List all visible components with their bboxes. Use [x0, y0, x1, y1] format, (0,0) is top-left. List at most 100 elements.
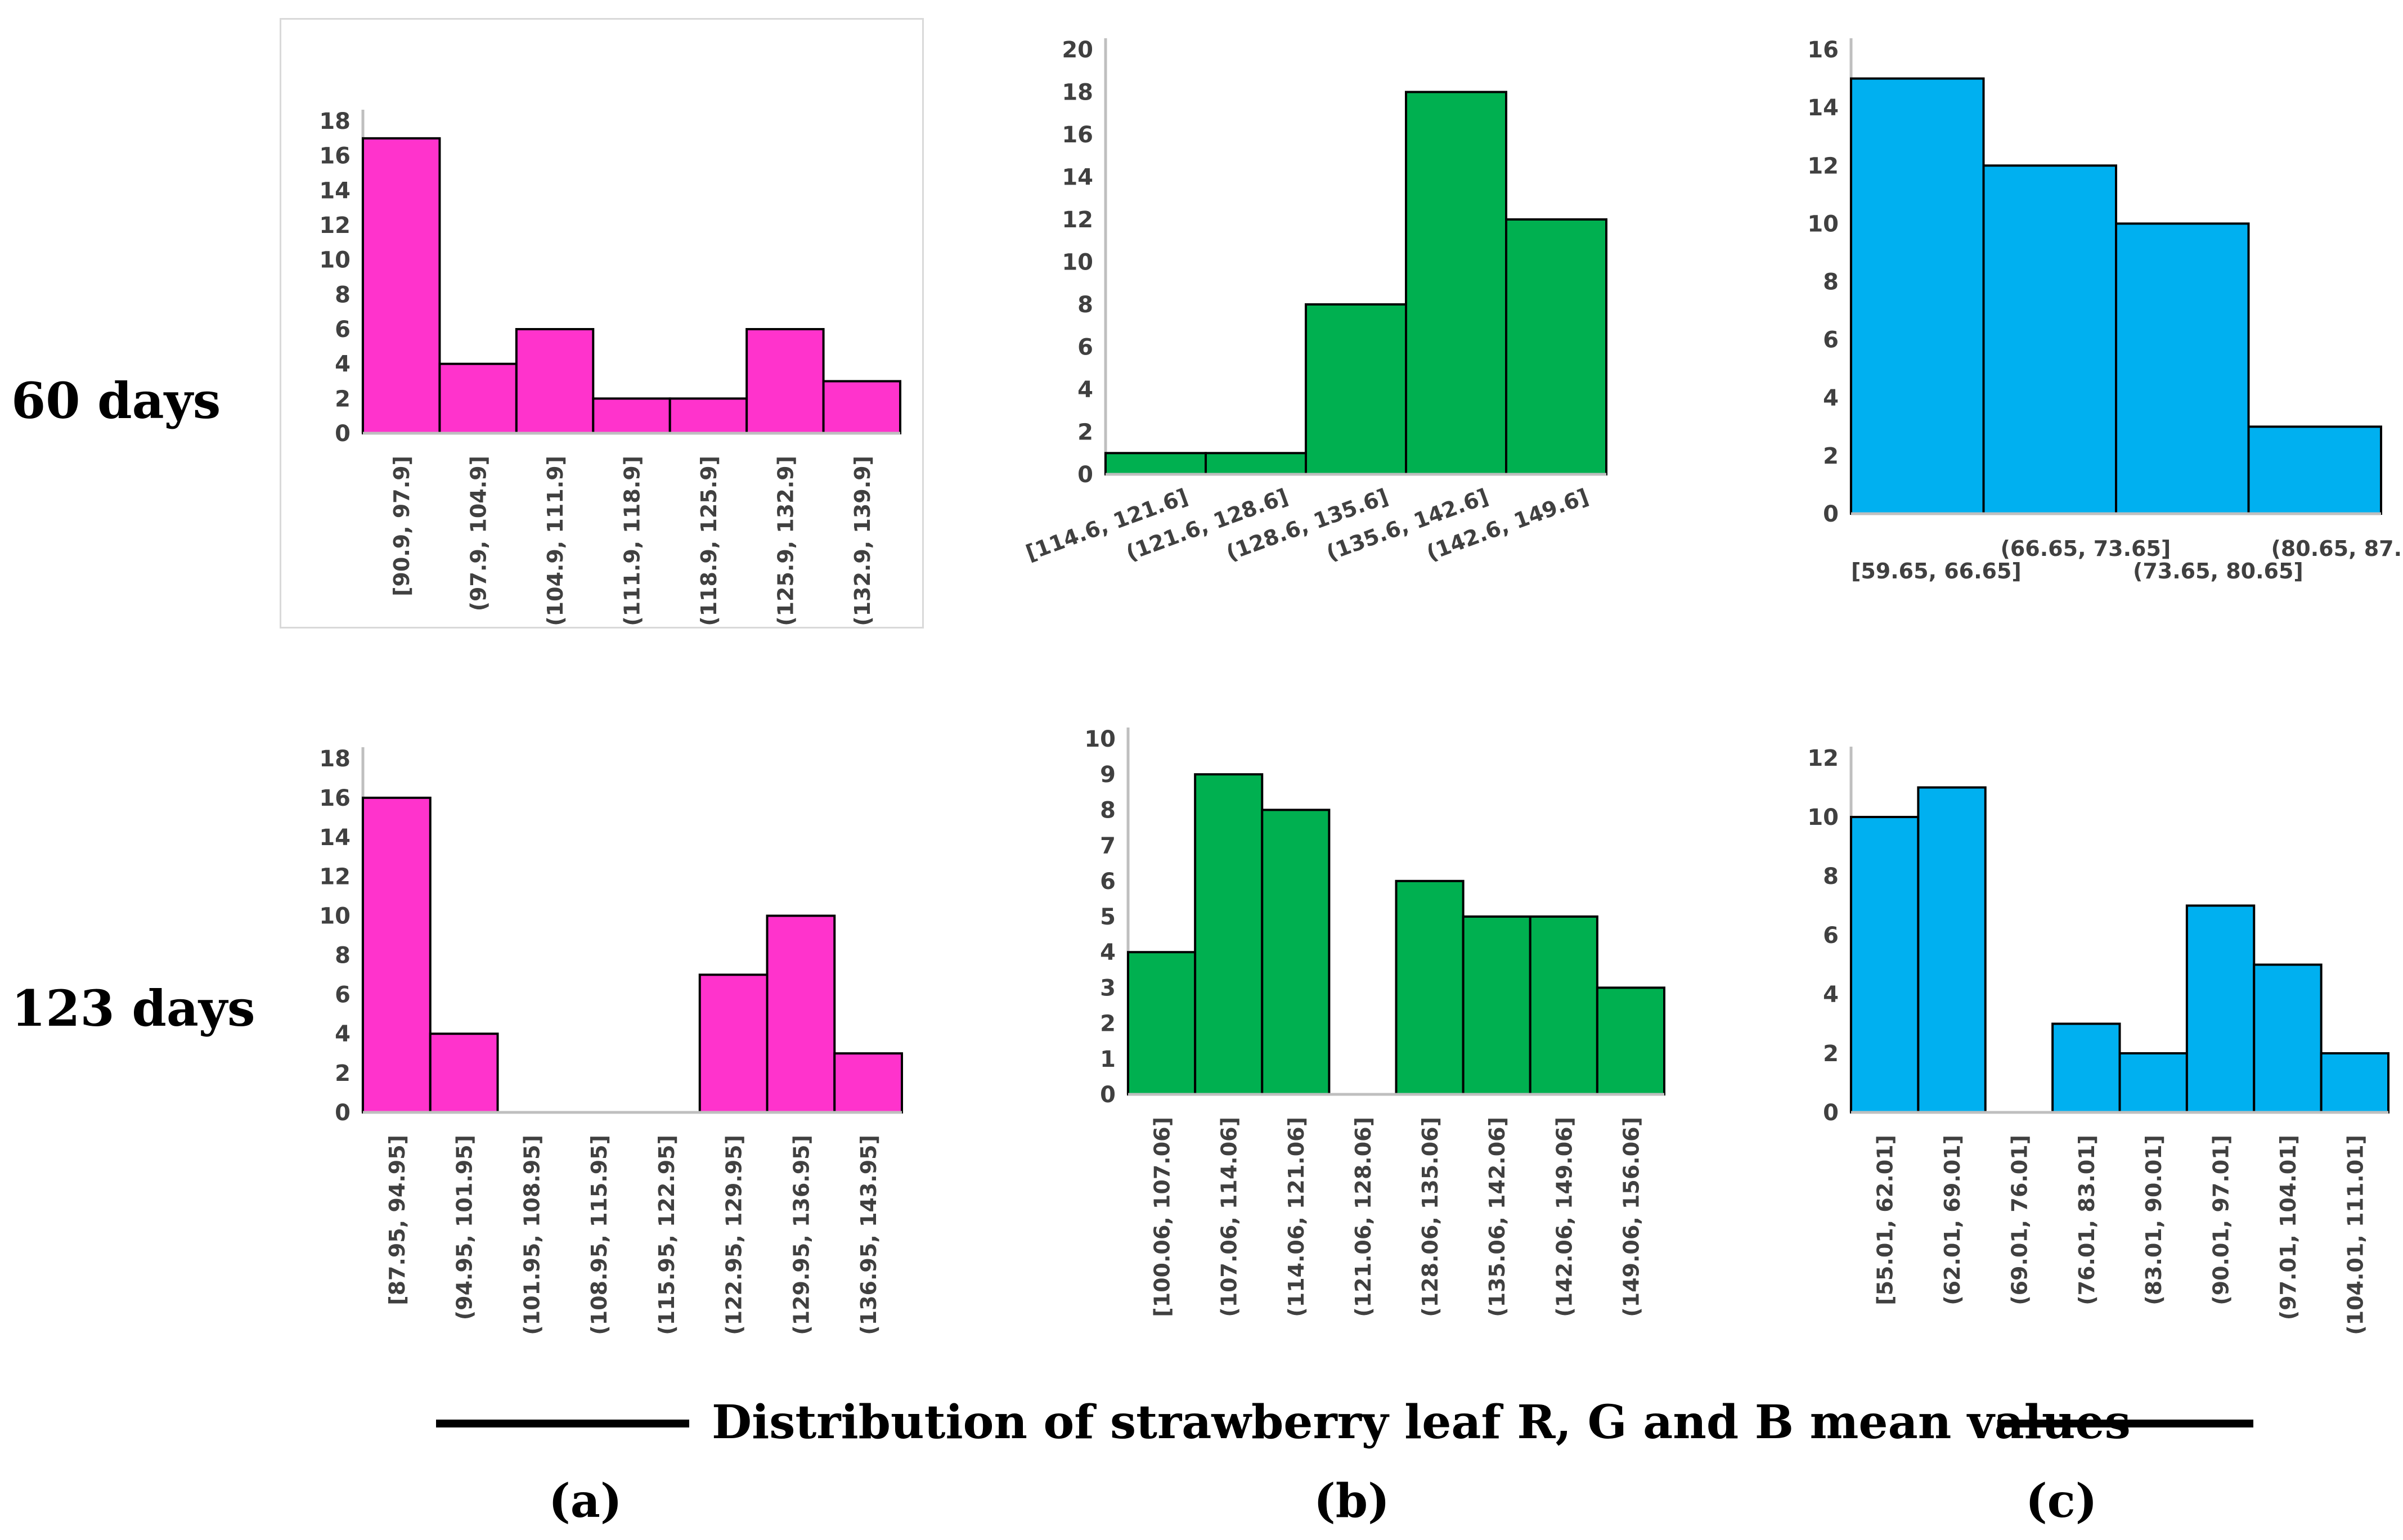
x-tick-label: [114.6, 121.6]	[1022, 484, 1191, 565]
x-tick-label: (101.95, 108.95]	[519, 1135, 544, 1335]
y-tick-label: 4	[1077, 377, 1093, 403]
x-tick-label: (107.06, 114.06]	[1217, 1117, 1242, 1317]
x-tick-label: (142.06, 149.06]	[1552, 1117, 1576, 1317]
y-tick-label: 6	[335, 982, 351, 1008]
x-tick-label: (104.9, 111.9]	[543, 456, 568, 626]
y-tick-label: 6	[1077, 335, 1093, 361]
bar	[592, 397, 671, 434]
y-tick-label: 8	[335, 942, 351, 968]
bar	[2118, 1052, 2188, 1114]
y-tick-label: 6	[1100, 869, 1116, 895]
bar	[1505, 218, 1607, 475]
x-tick-label: (149.06, 156.06]	[1619, 1117, 1643, 1317]
y-tick-label: 8	[1823, 864, 1839, 890]
y-tick-label: 8	[1823, 270, 1839, 295]
bar	[2247, 425, 2382, 515]
bar	[362, 796, 432, 1114]
y-tick-label: 4	[1100, 940, 1116, 966]
y-tick-label: 10	[319, 248, 351, 273]
bar	[1850, 77, 1985, 515]
y-tick-label: 16	[1062, 122, 1093, 148]
x-tick-label: (97.01, 104.01]	[2276, 1135, 2301, 1320]
y-tick-label: 2	[335, 386, 351, 412]
x-tick-label: (76.01, 83.01]	[2074, 1135, 2099, 1305]
x-tick-label: (129.95, 136.95]	[789, 1135, 814, 1335]
x-tick-label: [87.95, 94.95]	[385, 1135, 410, 1305]
bar	[1127, 951, 1197, 1095]
panel-label-b: (b)	[1314, 1474, 1390, 1528]
bar	[1395, 879, 1465, 1096]
y-tick-label: 12	[1062, 207, 1093, 233]
histogram-c-60: 0 2 4 6 8 10 12 14 16 [59.65, 66.65](66.65, 73.65…	[1807, 37, 2403, 583]
bar	[766, 914, 836, 1114]
x-tick-label: (66.65, 73.65]	[2001, 536, 2171, 561]
histogram-b-123: 0 1 2 3 4 5 6 7 8 9 10 [100.06, 107.06] (107.06, 114…	[1084, 726, 1665, 1317]
histogram-c-123: 0 2 4 6 8 10 12 [55.01, 62.01] (62.01, 69.01] (69…	[1807, 746, 2389, 1335]
y-tick-label: 0	[335, 421, 351, 447]
bar	[2051, 1022, 2121, 1114]
x-tick-label: (125.9, 132.9]	[773, 456, 798, 626]
x-tick-label: (135.06, 142.06]	[1485, 1117, 1510, 1317]
x-tick-label: (80.65, 87.65]	[2271, 536, 2403, 561]
y-tick-label: 4	[1823, 385, 1839, 411]
y-tick-label: 5	[1100, 904, 1116, 930]
bar	[1462, 915, 1531, 1095]
bar	[515, 328, 595, 434]
y-tick-label: 2	[335, 1061, 351, 1086]
y-tick-label: 18	[319, 109, 351, 134]
histogram-a-60: 0 2 4 6 8 10 12 14 16 18 [90.9, 97.9] (97.9, 104.9]…	[319, 109, 901, 626]
y-tick-label: 10	[319, 904, 351, 930]
bar	[2320, 1052, 2389, 1114]
x-tick-label: (115.95, 122.95]	[654, 1135, 679, 1335]
y-tick-label: 10	[1807, 211, 1839, 237]
x-tick-label: (73.65, 80.65]	[2133, 559, 2303, 583]
x-tick-label: (136.95, 143.95]	[856, 1135, 881, 1335]
y-tick-label: 12	[319, 864, 351, 890]
bar	[1596, 986, 1665, 1096]
y-tick-label: 9	[1100, 762, 1116, 788]
y-tick-label: 16	[319, 785, 351, 811]
y-tick-label: 18	[1062, 80, 1093, 106]
bar	[1850, 816, 1920, 1114]
y-tick-label: 10	[1807, 805, 1839, 830]
y-tick-label: 4	[335, 352, 351, 378]
y-tick-label: 0	[1100, 1082, 1116, 1108]
y-tick-label: 3	[1100, 975, 1116, 1001]
bar	[2185, 904, 2256, 1114]
y-tick-label: 10	[1062, 250, 1093, 276]
x-tick-label: (118.9, 125.9]	[697, 456, 721, 626]
bar	[1194, 773, 1264, 1095]
y-tick-label: 7	[1100, 833, 1116, 859]
x-tick-label: [90.9, 97.9]	[389, 456, 414, 596]
y-tick-label: 6	[1823, 923, 1839, 949]
bar	[438, 362, 518, 435]
y-tick-label: 4	[1823, 982, 1839, 1008]
x-tick-label: [59.65, 66.65]	[1851, 559, 2022, 583]
y-tick-label: 12	[1807, 153, 1839, 179]
x-tick-label: (62.01, 69.01]	[1940, 1135, 1965, 1305]
figure-caption: Distribution of strawberry leaf R, G and…	[712, 1395, 2131, 1449]
bar	[1205, 452, 1307, 475]
y-tick-label: 8	[1100, 797, 1116, 823]
y-tick-label: 14	[1807, 95, 1839, 121]
bar	[2115, 222, 2250, 515]
y-tick-label: 2	[1077, 420, 1093, 446]
y-tick-label: 2	[1100, 1011, 1116, 1037]
y-tick-label: 14	[319, 178, 351, 204]
y-tick-label: 6	[335, 317, 351, 343]
y-tick-label: 16	[319, 143, 351, 169]
y-tick-label: 20	[1062, 37, 1093, 63]
x-tick-label: (122.95, 129.95]	[722, 1135, 747, 1335]
y-tick-label: 0	[1077, 462, 1093, 488]
row-label-60-days: 60 days	[11, 371, 221, 430]
y-tick-label: 14	[319, 825, 351, 851]
y-tick-label: 14	[1062, 165, 1093, 191]
bar	[698, 973, 769, 1114]
bar	[362, 137, 441, 435]
x-tick-label: (104.01, 111.01]	[2343, 1135, 2368, 1335]
y-tick-label: 8	[335, 282, 351, 308]
bar	[1405, 91, 1507, 475]
row-label-123-days: 123 days	[11, 979, 255, 1038]
